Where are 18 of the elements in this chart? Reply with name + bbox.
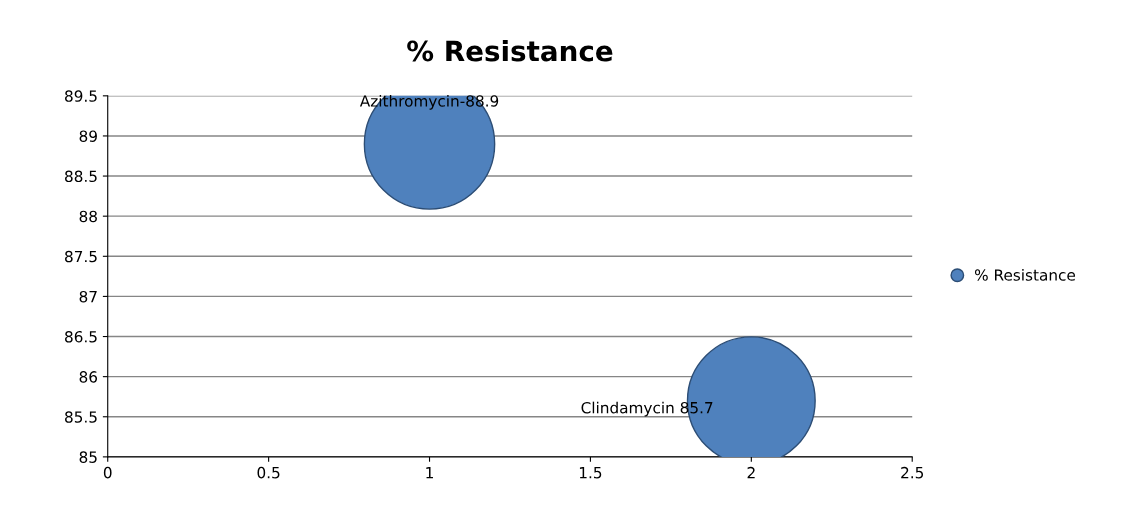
x-tick-label: 0 (103, 466, 112, 479)
y-tick-label: 86.5 (65, 330, 97, 343)
chart-title: % Resistance (407, 40, 613, 62)
y-tick-label: 89 (79, 130, 97, 142)
y-tick-label: 85.5 (65, 411, 97, 423)
x-tick-label: 1 (426, 467, 433, 479)
y-tick-label: 87 (79, 290, 97, 303)
x-tick-label: 0.5 (257, 466, 280, 479)
y-tick-label: 85 (79, 451, 97, 463)
y-tick-label: 89.5 (65, 90, 97, 102)
x-tick-label: 1.5 (579, 467, 602, 479)
legend-label: % Resistance (974, 268, 1076, 281)
y-tick-label: 88 (79, 210, 97, 223)
x-tick-label: 2 (747, 466, 755, 479)
y-tick-label: 86 (79, 371, 98, 383)
y-tick-label: 87.5 (65, 250, 97, 263)
x-tick-label: 2.5 (901, 466, 924, 479)
y-tick-label: 88.5 (65, 170, 97, 183)
